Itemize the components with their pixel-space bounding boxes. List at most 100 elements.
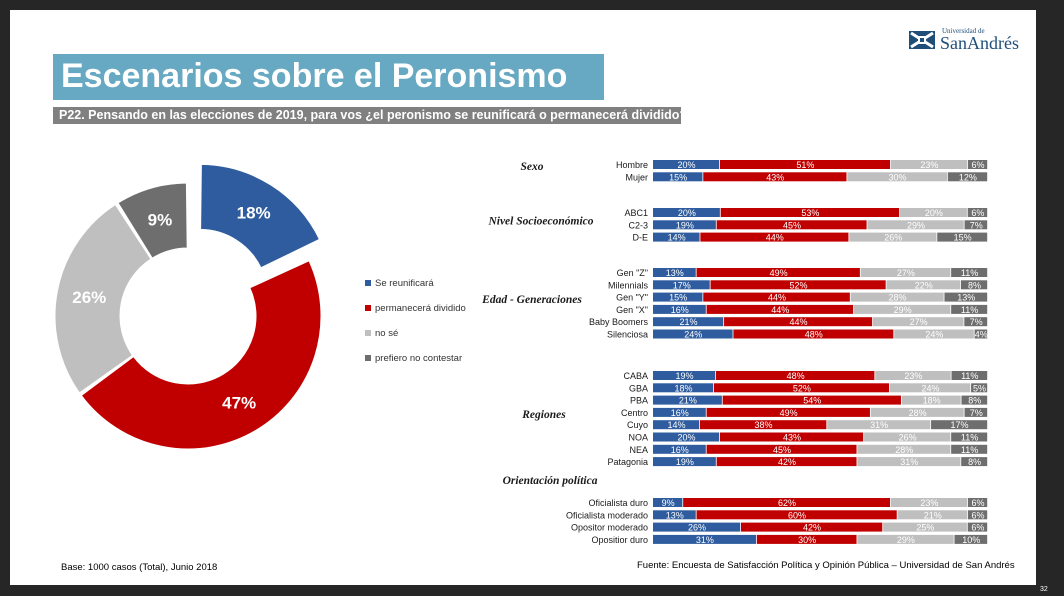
bar-value-label: 26% [899,433,917,443]
legend-label: Se reunificará [375,278,434,289]
row-label: NOA [628,433,648,443]
bar-segment [706,304,854,314]
row-label: C2-3 [628,220,648,230]
donut-value-label: 18% [237,204,271,223]
row-label: Mujer [625,172,648,182]
group-title: Edad - Generaciones [481,294,582,306]
bar-value-label: 30% [798,535,816,545]
bar-value-label: 14% [667,420,685,430]
bar-segment [722,395,901,405]
bar-value-label: 43% [766,172,784,182]
bar-segment [716,371,875,380]
bar-value-label: 44% [771,305,789,315]
bar-segment [951,444,988,454]
bar-value-label: 49% [770,268,788,278]
bar-segment [971,383,988,393]
bar-segment [860,268,951,277]
bar-segment [653,329,733,339]
logo-name: SanAndrés [940,33,1019,53]
row-label: NEA [629,445,648,455]
row-label: Silenciosa [607,330,648,340]
bar-value-label: 8% [968,280,981,290]
bar-segment [653,534,757,544]
donut-chart: 18% 47% 26% 9% [54,163,322,450]
bar-value-label: 31% [870,420,888,430]
row-label: ABC1 [624,208,648,218]
bar-segment [931,420,988,430]
bar-segment [720,160,891,169]
bar-value-label: 19% [676,220,694,230]
question-banner: P22. Pensando en las elecciones de 2019,… [53,107,687,124]
bar-segment [653,160,720,169]
bar-segment [857,457,961,467]
donut-slice [200,163,321,269]
bar-segment [653,172,703,182]
bar-value-label: 4% [975,330,988,340]
group-title: Orientación política [503,475,598,487]
row-label: Oficialista duro [588,498,648,508]
bar-segment [897,510,968,520]
row-label: Oficialista moderado [566,510,648,520]
bar-value-label: 20% [677,160,695,170]
title-banner: Escenarios sobre el Peronismo [53,54,604,100]
bar-segment [713,383,890,393]
stacked-bar-chart: Sexo Hombre 20% 51% 23% 6% Mujer 15% 43% 30% 12% Ni… [481,160,988,545]
slide: Escenarios sobre el Peronismo P22. Pensa… [10,10,1036,585]
row-label: Hombre [616,160,648,170]
row-label: PBA [630,396,648,406]
bar-value-label: 44% [766,233,784,243]
bar-value-label: 9% [662,498,675,508]
bar-value-label: 44% [789,317,807,327]
legend-swatch [365,330,371,336]
bar-segment [875,371,951,380]
bar-value-label: 28% [909,408,927,418]
bar-segment [653,280,710,290]
bar-value-label: 22% [915,280,933,290]
bar-segment [867,220,964,230]
bar-value-label: 6% [971,523,984,533]
bar-segment [886,280,961,290]
bar-value-label: 20% [677,433,695,443]
bar-segment [716,220,867,230]
row-label: GBA [629,383,648,393]
bar-value-label: 6% [971,498,984,508]
bar-value-label: 23% [920,498,938,508]
row-label: CABA [623,371,648,381]
bar-segment [857,534,954,544]
bar-value-label: 38% [755,420,773,430]
bar-segment [964,220,988,230]
bar-segment [653,510,696,520]
bar-value-label: 8% [968,396,981,406]
bar-segment [889,383,971,393]
bar-value-label: 28% [889,293,907,303]
bar-segment [653,420,700,430]
bar-segment [653,208,720,217]
bar-segment [849,232,937,242]
bar-value-label: 54% [803,396,821,406]
legend-item: permanecerá dividido [365,303,466,314]
bar-value-label: 15% [669,172,687,182]
bar-segment [967,510,988,520]
bar-value-label: 11% [961,445,978,455]
bar-segment [937,232,988,242]
bar-segment [703,172,847,182]
donut-value-label: 26% [72,288,106,307]
group-title: Regiones [521,409,566,421]
bar-value-label: 31% [900,457,918,467]
row-label: Gen "Y" [616,293,648,303]
legend-swatch [365,305,371,311]
bar-segment [653,407,706,417]
bar-value-label: 43% [783,433,801,443]
bar-segment [720,432,864,442]
group-title: Sexo [521,161,544,173]
bar-value-label: 24% [925,330,943,340]
bar-value-label: 42% [803,523,821,533]
bar-segment [947,172,988,182]
bar-segment [653,292,703,302]
bar-segment [653,268,696,277]
bar-value-label: 29% [897,535,915,545]
legend-label: prefiero no contestar [375,353,463,364]
bar-value-label: 60% [788,510,806,520]
bar-value-label: 7% [970,220,983,230]
row-label: Centro [621,408,648,418]
